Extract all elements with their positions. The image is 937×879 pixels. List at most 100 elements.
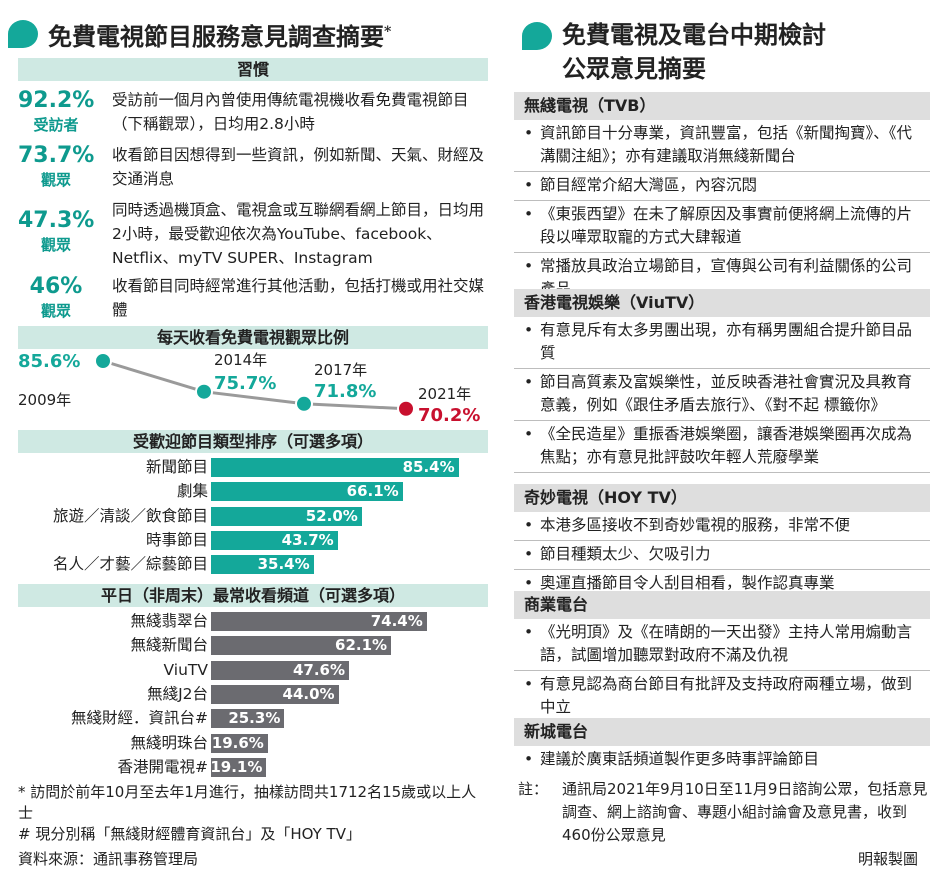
channel-label: 無綫新聞台 (130, 636, 208, 655)
review-note-key: 註： (518, 780, 549, 798)
trend-line (102, 359, 407, 411)
trend-value-label: 75.7% (214, 373, 276, 394)
opinion-item: 建議於廣東話頻道製作更多時事評論節目 (514, 746, 930, 774)
genre-row: 劇集 66.1% (8, 481, 488, 502)
daily-viewing-chart: 每天收看免費電視觀眾比例 2009年 85.6% 2014年 75.7% 2017年 71… (18, 326, 488, 436)
opinion-item: 節目經常介紹大灣區，內容沉悶 (514, 172, 930, 201)
genre-chart-title: 受歡迎節目類型排序（可選多項） (18, 430, 488, 453)
station-crhk: 商業電台 《光明頂》及《在晴朗的一天出發》主持人常用煽動言語，試圖增加聽眾對政府… (514, 591, 930, 723)
station-viutv: 香港電視娛樂（ViuTV） 有意見斥有太多男團出現，亦有稱男團組合提升節目品質 … (514, 289, 930, 473)
genre-bar: 52.0% (211, 506, 362, 526)
channel-value-label: 19.6% (211, 733, 264, 752)
opinion-item: 本港多區接收不到奇妙電視的服務，非常不便 (514, 512, 930, 541)
opinion-item: 《光明頂》及《在晴朗的一天出發》主持人常用煽動言語，試圖增加聽眾對政府不滿及仇視 (514, 619, 930, 671)
graphic-credit: 明報製圖 (857, 850, 918, 868)
opinion-item: 有意見斥有太多男團出現，亦有稱男團組合提升節目品質 (514, 317, 930, 369)
channel-row: ViuTV 47.6% (8, 660, 488, 681)
habit-text: 同時透過機頂盒、電視盒或互聯網看網上節目，日均用2小時，最受歡迎依次為YouTu… (112, 201, 485, 267)
station-hoytv: 奇妙電視（HOY TV） 本港多區接收不到奇妙電視的服務，非常不便 節目種類太少… (514, 484, 930, 599)
trend-value-label: 85.6% (18, 351, 80, 372)
survey-note: # 現分別稱「無綫財經體育資訊台」及「HOY TV」 (18, 825, 361, 843)
habit-text: 收看節目因想得到一些資訊，例如新聞、天氣、財經及交通消息 (112, 146, 485, 188)
opinion-item: 資訊節目十分專業，資訊豐富，包括《新聞掏寶》、《代溝關注組》；亦有建議取消無綫新… (514, 120, 930, 172)
station-name: 香港電視娛樂（ViuTV） (514, 289, 930, 317)
review-title-line2: 公眾意見摘要 (562, 54, 706, 83)
genre-value-label: 35.4% (257, 555, 310, 574)
review-note-text: 通訊局2021年9月10日至11月9日諮詢公眾，包括意見調查、網上諮詢會、專題小… (562, 780, 928, 844)
channel-value-label: 62.1% (335, 636, 388, 655)
channel-bar: 25.3% (211, 709, 285, 729)
review-header: 免費電視及電台中期檢討 公眾意見摘要 (522, 18, 826, 86)
genre-label: 名人／才藝／綜藝節目 (52, 555, 208, 574)
genre-bar: 43.7% (211, 530, 338, 550)
channel-row: 香港開電視# 19.1% (8, 757, 488, 778)
trend-year-label: 2021年 (418, 385, 471, 403)
channel-chart-title: 平日（非周末）最常收看頻道（可選多項） (18, 584, 488, 607)
habits-heading: 習慣 (18, 58, 488, 81)
genre-label: 劇集 (176, 482, 208, 501)
trend-point (295, 394, 313, 413)
trend-year-label: 2009年 (18, 391, 71, 409)
genre-bar: 85.4% (211, 458, 459, 477)
genre-label: 新聞節目 (145, 458, 208, 476)
opinion-item: 節目高質素及富娛樂性，並反映香港社會實況及具教育意義，例如《跟住矛盾去旅行》、《… (514, 369, 930, 421)
daily-viewing-plot: 2009年 85.6% 2014年 75.7% 2017年 71.8% 2021年 70.2% (18, 351, 480, 426)
trend-point (94, 352, 112, 370)
trend-value-label: 71.8% (314, 381, 376, 402)
habit-percent: 46% (29, 274, 83, 299)
habit-group: 觀眾 (40, 236, 71, 254)
channel-label: 香港開電視# (117, 757, 209, 776)
channel-bar: 19.6% (211, 733, 268, 753)
habit-percent: 47.3% (18, 208, 95, 233)
station-metro: 新城電台 建議於廣東話頻道製作更多時事評論節目 (514, 718, 930, 774)
station-tvb: 無綫電視（TVB） 資訊節目十分專業，資訊豐富，包括《新聞掏寶》、《代溝關注組》… (514, 92, 930, 305)
genre-row: 新聞節目 85.4% (8, 457, 488, 478)
speech-bubble-icon (8, 20, 38, 48)
channel-label: 無綫財經．資訊台# (71, 709, 208, 728)
channel-label: 無綫翡翠台 (130, 612, 208, 630)
genre-value-label: 66.1% (346, 482, 399, 501)
opinion-item: 有意見認為商台節目有批評及支持政府兩種立場，做到中立 (514, 671, 930, 723)
channel-value-label: 19.1% (210, 757, 263, 776)
trend-point (195, 382, 213, 401)
genre-row: 時事節目 43.7% (8, 530, 488, 551)
habit-percent: 92.2% (18, 88, 95, 113)
habit-group: 觀眾 (40, 171, 71, 189)
opinion-item: 《全民造星》重振香港娛樂圈，讓香港娛樂圈再次成為焦點；亦有意見批評鼓吹年輕人荒廢… (514, 421, 930, 473)
habit-percent: 73.7% (18, 143, 95, 168)
habit-group: 受訪者 (33, 116, 79, 134)
opinion-item: 《東張西望》在未了解原因及事實前便將網上流傳的片段以嘩眾取寵的方式大肆報道 (514, 201, 930, 253)
genre-label: 旅遊／清談／飲食節目 (52, 506, 208, 525)
station-name: 新城電台 (514, 718, 930, 746)
channel-row: 無綫明珠台 19.6% (8, 733, 488, 754)
channel-bar: 62.1% (211, 636, 392, 656)
trend-year-label: 2014年 (214, 351, 267, 369)
genre-chart: 受歡迎節目類型排序（可選多項） 新聞節目 85.4% 劇集 66.1% 旅遊／清談／飲食… (8, 430, 488, 577)
genre-row: 名人／才藝／綜藝節目 35.4% (8, 554, 488, 575)
channel-label: ViuTV (163, 660, 208, 679)
habit-text: 受訪前一個月內曾使用傳統電視機收看免費電視節目（下稱觀眾），日均用2.8小時 (112, 91, 469, 133)
channel-row: 無綫翡翠台 74.4% (8, 611, 488, 632)
opinion-item: 節目種類太少、欠吸引力 (514, 541, 930, 570)
channel-value-label: 44.0% (282, 684, 335, 703)
footer: 資料來源：通訊事務管理局 明報製圖 (18, 846, 918, 872)
channel-row: 無綫新聞台 62.1% (8, 635, 488, 656)
trend-value-label: 70.2% (418, 405, 480, 426)
survey-note: * 訪問於前年10月至去年1月進行，抽樣訪問共1712名15歲或以上人士 (18, 783, 477, 822)
review-title-line1: 免費電視及電台中期檢討 (562, 20, 826, 49)
review-panel: 免費電視及電台中期檢討 公眾意見摘要 無綫電視（TVB） 資訊節目十分專業，資訊… (514, 6, 930, 844)
channel-chart: 平日（非周末）最常收看頻道（可選多項） 無綫翡翠台 74.4% 無綫新聞台 62.1%… (8, 584, 488, 777)
channel-value-label: 47.6% (292, 660, 346, 679)
habit-text: 收看節目同時經常進行其他活動，包括打機或用社交媒體 (112, 277, 485, 319)
trend-year-label: 2017年 (314, 361, 367, 379)
survey-notes: * 訪問於前年10月至去年1月進行，抽樣訪問共1712名15歲或以上人士 # 現… (18, 782, 488, 845)
channel-value-label: 25.3% (228, 709, 281, 728)
data-source: 資料來源：通訊事務管理局 (18, 850, 199, 868)
genre-label: 時事節目 (145, 530, 208, 549)
channel-row: 無綫財經．資訊台# 25.3% (8, 708, 488, 729)
channel-bar: 19.1% (210, 757, 267, 777)
survey-header: 免費電視節目服務意見調查摘要* (8, 14, 391, 54)
survey-title: 免費電視節目服務意見調查摘要* (48, 21, 392, 51)
channel-bar: 47.6% (211, 660, 350, 680)
habit-group: 觀眾 (40, 302, 71, 320)
